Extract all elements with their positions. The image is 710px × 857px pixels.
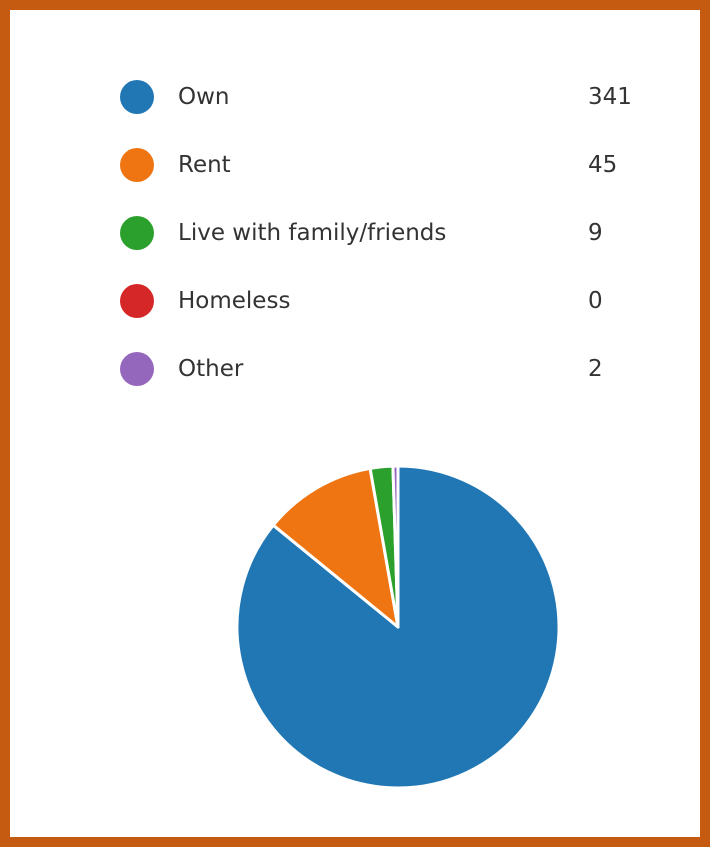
legend-count-live-with-family-friends: 9 <box>588 220 603 246</box>
legend-swatch-other <box>120 352 154 386</box>
legend-swatch-live-with-family-friends <box>120 216 154 250</box>
pie-slices <box>235 464 561 790</box>
pie-slice-live-with-family-friends[interactable] <box>368 464 400 629</box>
pie-slice-rent[interactable] <box>271 466 400 629</box>
legend-item-homeless[interactable]: Homeless 0 <box>108 282 648 350</box>
legend-count-own: 341 <box>588 84 632 110</box>
legend-count-other: 2 <box>588 356 603 382</box>
legend-item-own[interactable]: Own 341 <box>108 78 648 146</box>
legend-item-rent[interactable]: Rent 45 <box>108 146 648 214</box>
pie-slice-own[interactable] <box>235 464 561 790</box>
legend-swatch-homeless <box>120 284 154 318</box>
legend-label-rent: Rent <box>178 152 231 178</box>
legend-label-own: Own <box>178 84 230 110</box>
pie-slice-other[interactable] <box>391 464 400 629</box>
legend-label-homeless: Homeless <box>178 288 291 314</box>
legend-label-other: Other <box>178 356 244 382</box>
legend-swatch-own <box>120 80 154 114</box>
legend-count-rent: 45 <box>588 152 618 178</box>
legend-item-live-with-family-friends[interactable]: Live with family/friends 9 <box>108 214 648 282</box>
legend-item-other[interactable]: Other 2 <box>108 350 648 418</box>
legend-label-live-with-family-friends: Live with family/friends <box>178 220 447 246</box>
chart-legend: Own 341 Rent 45 Live with family/friends… <box>108 78 648 418</box>
legend-swatch-rent <box>120 148 154 182</box>
legend-count-homeless: 0 <box>588 288 603 314</box>
